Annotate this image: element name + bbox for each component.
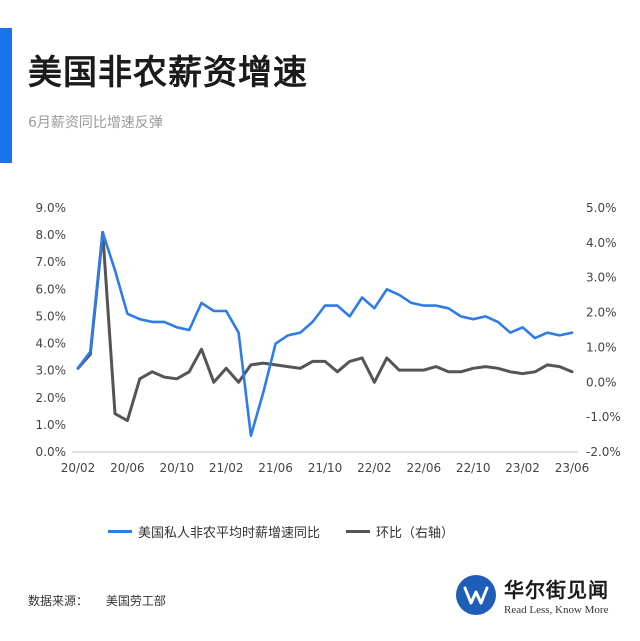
x-tick-label: 21/10 bbox=[308, 461, 343, 475]
y-left-tick-label: 0.0% bbox=[36, 445, 67, 459]
legend-swatch-mom bbox=[346, 530, 371, 533]
brand: 华尔街见闻 Read Less, Know More bbox=[456, 574, 609, 616]
legend-label-mom: 环比（右轴） bbox=[376, 526, 455, 541]
y-left-tick-label: 4.0% bbox=[36, 337, 67, 351]
x-tick-label: 23/02 bbox=[505, 461, 540, 475]
source-value: 美国劳工部 bbox=[105, 594, 166, 608]
y-left-tick-label: 5.0% bbox=[36, 309, 67, 323]
y-right-tick-label: 4.0% bbox=[586, 236, 617, 250]
w-logo-icon bbox=[456, 575, 496, 615]
y-right-tick-label: 1.0% bbox=[586, 340, 617, 354]
page-title: 美国非农薪资增速 bbox=[28, 53, 308, 93]
y-right-tick-label: 5.0% bbox=[586, 201, 617, 215]
x-tick-label: 22/06 bbox=[407, 461, 442, 475]
y-left-tick-label: 2.0% bbox=[36, 391, 67, 405]
y-right-tick-label: -2.0% bbox=[586, 445, 621, 459]
right-axis: -2.0% -1.0% 0.0% 1.0% 2.0% 3.0% 4.0% 5.0% bbox=[586, 201, 621, 459]
y-left-tick-label: 6.0% bbox=[36, 282, 67, 296]
x-tick-label: 20/02 bbox=[61, 461, 96, 475]
legend-label-yoy: 美国私人非农平均时薪增速同比 bbox=[138, 526, 321, 541]
brand-name: 华尔街见闻 bbox=[504, 578, 609, 602]
source-label: 数据来源： bbox=[28, 594, 89, 608]
line-chart: 0.0% 1.0% 2.0% 3.0% 4.0% 5.0% 6.0% 7.0% 8.0% 9.0%… bbox=[36, 201, 621, 475]
series-line-mom bbox=[76, 230, 574, 423]
chart-legend: 美国私人非农平均时薪增速同比 环比（右轴） bbox=[108, 522, 480, 541]
legend-swatch-yoy bbox=[108, 530, 132, 533]
x-tick-label: 22/10 bbox=[456, 461, 491, 475]
y-right-tick-label: 3.0% bbox=[586, 271, 617, 285]
left-axis: 0.0% 1.0% 2.0% 3.0% 4.0% 5.0% 6.0% 7.0% 8.0% 9.0% bbox=[36, 201, 67, 459]
y-right-tick-label: 2.0% bbox=[586, 306, 617, 320]
x-tick-label: 20/10 bbox=[160, 461, 195, 475]
x-tick-label: 22/02 bbox=[357, 461, 392, 475]
y-left-tick-label: 1.0% bbox=[36, 418, 67, 432]
accent-bar bbox=[0, 28, 12, 163]
y-left-tick-label: 3.0% bbox=[36, 364, 67, 378]
x-tick-label: 20/06 bbox=[110, 461, 145, 475]
y-left-tick-label: 7.0% bbox=[36, 255, 67, 269]
page-subtitle: 6月薪资同比增速反弹 bbox=[28, 115, 163, 131]
series-line-yoy bbox=[76, 231, 574, 437]
x-tick-label: 23/06 bbox=[555, 461, 590, 475]
brand-tagline: Read Less, Know More bbox=[504, 604, 609, 616]
legend-item-yoy: 美国私人非农平均时薪增速同比 bbox=[108, 522, 320, 541]
data-source: 数据来源： 美国劳工部 bbox=[28, 592, 166, 609]
y-right-tick-label: 0.0% bbox=[586, 375, 617, 389]
y-right-tick-label: -1.0% bbox=[586, 410, 621, 424]
x-tick-label: 21/02 bbox=[209, 461, 244, 475]
series-layer bbox=[76, 230, 574, 437]
x-tick-label: 21/06 bbox=[258, 461, 293, 475]
x-axis: 20/02 20/06 20/10 21/02 21/06 21/10 22/02 22/06… bbox=[61, 451, 590, 475]
y-left-tick-label: 9.0% bbox=[36, 201, 67, 215]
legend-item-mom: 环比（右轴） bbox=[346, 522, 454, 541]
y-left-tick-label: 8.0% bbox=[36, 228, 67, 242]
